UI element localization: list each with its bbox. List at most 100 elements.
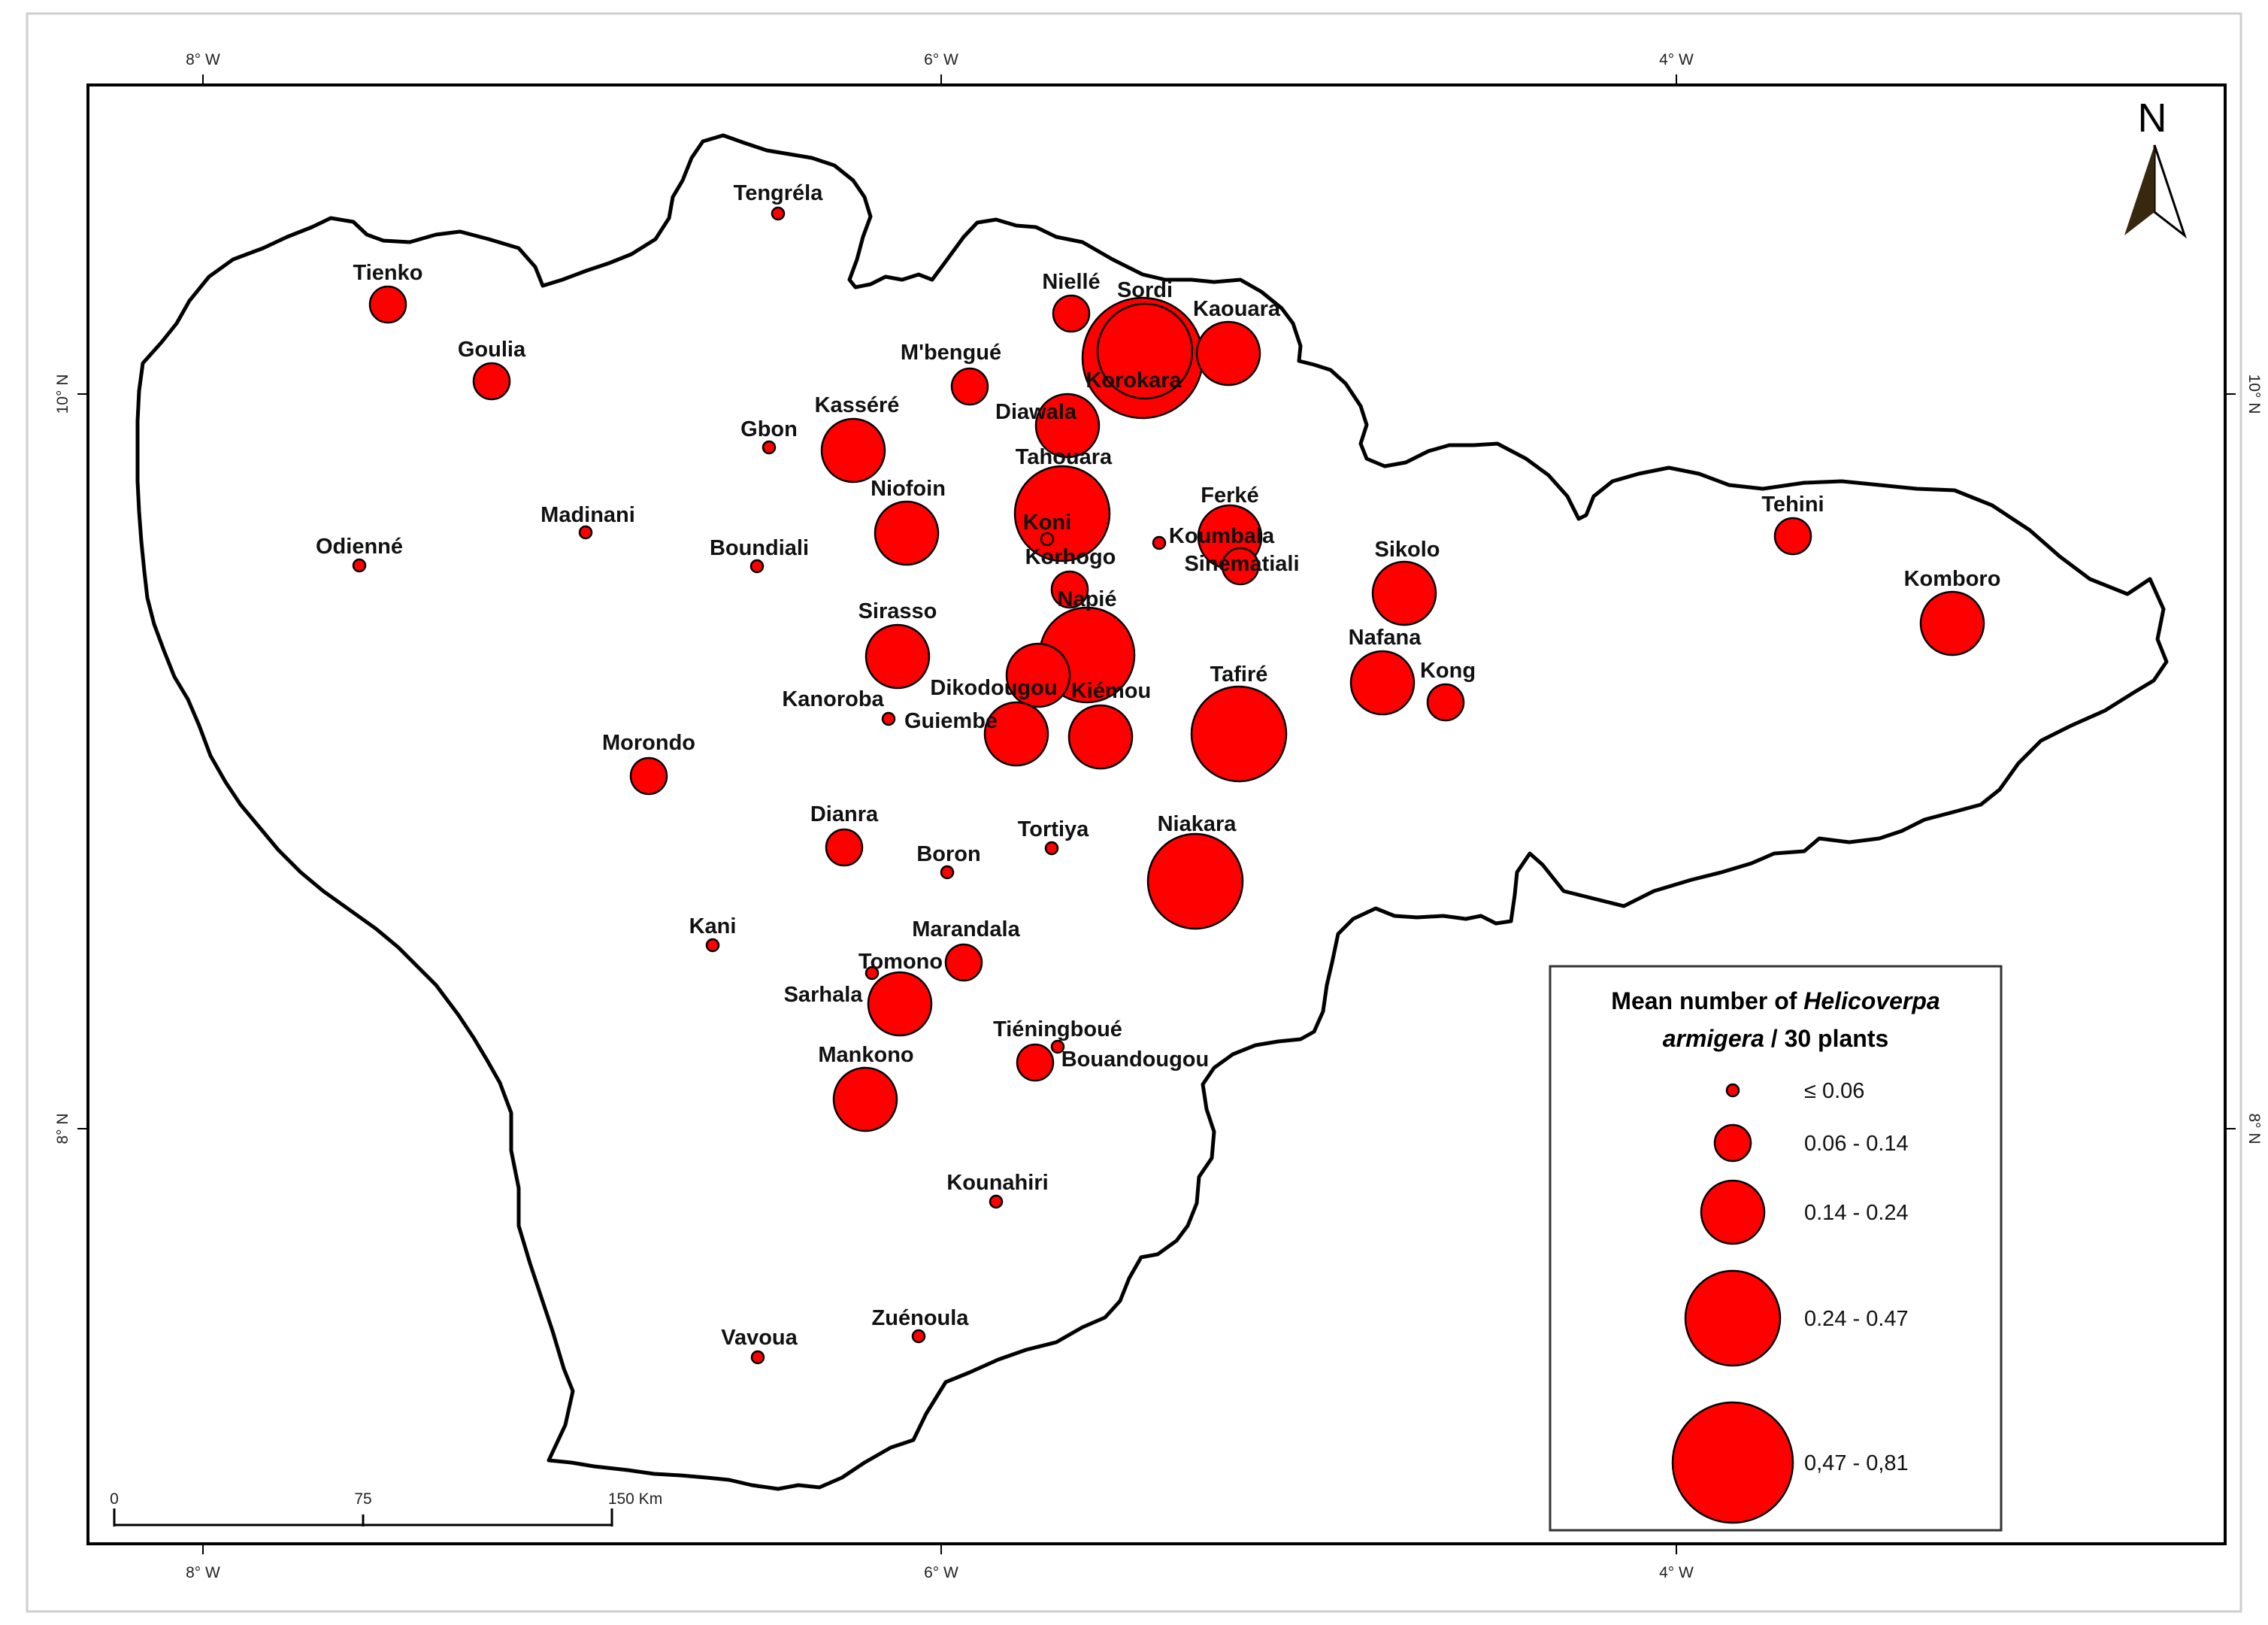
locality-symbol-kong <box>1426 683 1465 722</box>
locality-label-guiembe: Guiembé <box>904 709 998 733</box>
locality-symbol-kanoroba <box>881 711 896 726</box>
locality-label-sordi: Sordi <box>1117 278 1173 302</box>
locality-symbol-nielle <box>1052 294 1091 333</box>
locality-label-tahouara: Tahouara <box>1016 445 1113 469</box>
legend-label-class-1: ≤ 0.06 <box>1804 1079 1864 1103</box>
locality-label-kiemou: Kiémou <box>1071 679 1151 703</box>
locality-label-korhogo: Korhogo <box>1025 545 1116 569</box>
legend-symbol-class-3 <box>1700 1179 1766 1245</box>
locality-label-komboro: Komboro <box>1904 567 2001 591</box>
lat-label-right: 10° N <box>2245 374 2263 414</box>
locality-symbol-koni <box>1040 532 1055 547</box>
locality-symbol-m-bengue <box>950 367 989 406</box>
locality-label-boron: Boron <box>916 842 980 866</box>
legend-symbol-class-5 <box>1671 1401 1794 1524</box>
locality-label-koumbala: Koumbala <box>1169 524 1275 548</box>
legend-symbol-class-4 <box>1684 1269 1782 1367</box>
locality-label-diawala: Diawala <box>995 400 1077 424</box>
locality-symbol-tengrela <box>771 206 786 221</box>
locality-label-bouandougou: Bouandougou <box>1061 1047 1210 1072</box>
locality-symbol-sordi <box>1096 302 1194 400</box>
locality-symbol-kassere <box>820 417 886 484</box>
locality-symbol-bouandougou <box>1016 1043 1055 1082</box>
locality-label-dikodougou: Dikodougou <box>930 676 1057 700</box>
lon-label-bottom: 8° W <box>186 1564 220 1581</box>
locality-label-gbon: Gbon <box>740 417 798 441</box>
legend: Mean number of Helicoverpa armigera / 30… <box>1549 965 2003 1532</box>
locality-label-morondo: Morondo <box>602 731 695 755</box>
locality-label-kounahiri: Kounahiri <box>946 1171 1048 1195</box>
locality-label-tafire: Tafiré <box>1210 662 1268 687</box>
locality-symbol-zuenoula <box>911 1329 926 1344</box>
locality-symbol-nafana <box>1349 650 1416 716</box>
legend-label-class-4: 0.24 - 0.47 <box>1804 1307 1909 1331</box>
scale-bar-label-75: 75 <box>354 1490 371 1508</box>
locality-label-ferke: Ferké <box>1201 484 1258 508</box>
locality-symbol-goulia <box>472 362 511 401</box>
locality-label-tienko: Tienko <box>353 261 423 285</box>
locality-symbol-dikodougou <box>1005 642 1071 708</box>
locality-symbol-guiembe <box>983 701 1049 767</box>
locality-symbol-niakara <box>1146 832 1244 930</box>
locality-symbol-kaouara <box>1195 320 1261 387</box>
locality-label-tehini: Tehini <box>1761 493 1824 517</box>
locality-label-dianra: Dianra <box>810 802 879 826</box>
locality-symbol-gbon <box>762 440 777 455</box>
north-arrow-icon: N <box>2124 95 2187 239</box>
locality-symbol-dianra <box>825 828 864 867</box>
locality-label-madinani: Madinani <box>541 503 635 527</box>
legend-label-class-5: 0,47 - 0,81 <box>1804 1451 1909 1475</box>
locality-label-sikolo: Sikolo <box>1374 538 1440 562</box>
locality-label-tortiya: Tortiya <box>1018 817 1089 841</box>
legend-symbol-class-1 <box>1725 1083 1740 1098</box>
lon-label-bottom: 4° W <box>1659 1564 1694 1581</box>
locality-symbol-kani <box>705 938 720 953</box>
legend-label-class-2: 0.06 - 0.14 <box>1804 1132 1909 1156</box>
locality-symbol-korhogo <box>1050 570 1089 609</box>
scale-bar-label-150: 150 Km <box>608 1490 662 1508</box>
locality-label-napie: Napié <box>1058 587 1117 611</box>
locality-symbol-sarhala <box>867 971 933 1037</box>
locality-label-tomono: Tomono <box>858 950 943 974</box>
locality-symbol-mankono <box>832 1066 898 1132</box>
lat-label-right: 8° N <box>2245 1113 2263 1144</box>
lat-label-left: 10° N <box>54 374 71 414</box>
locality-label-koni: Koni <box>1023 511 1071 535</box>
locality-label-nielle: Niellé <box>1042 270 1100 294</box>
locality-label-boundiali: Boundiali <box>710 536 809 560</box>
scale-bar: 0 75 150 Km <box>110 1490 662 1526</box>
locality-symbol-boundiali <box>749 559 765 574</box>
locality-symbol-tahouara <box>1013 465 1111 562</box>
locality-label-kassere: Kasséré <box>815 393 900 417</box>
locality-label-kanoroba: Kanoroba <box>782 687 884 711</box>
lat-label-left: 8° N <box>54 1113 71 1144</box>
locality-label-kaouara: Kaouara <box>1193 297 1281 321</box>
study-area-boundary <box>135 133 2169 1491</box>
locality-label-niofoin: Niofoin <box>871 477 946 501</box>
locality-label-niakara: Niakara <box>1158 812 1237 836</box>
locality-symbol-marandala <box>944 943 983 982</box>
locality-symbol-sirasso <box>865 623 931 690</box>
locality-label-sinematiali: Sinématiali <box>1184 552 1299 576</box>
locality-symbol-madinani <box>578 525 593 540</box>
lon-label-top: 8° W <box>186 51 220 68</box>
locality-label-mankono: Mankono <box>818 1043 913 1067</box>
locality-label-kong: Kong <box>1420 659 1476 683</box>
locality-label-tieningboue: Tiéningboué <box>993 1017 1122 1041</box>
legend-label-class-3: 0.14 - 0.24 <box>1804 1201 1909 1225</box>
legend-symbol-class-2 <box>1713 1123 1752 1163</box>
locality-symbol-odienne <box>352 558 367 573</box>
scale-bar-label-0: 0 <box>110 1490 119 1508</box>
locality-label-tengrela: Tengréla <box>734 181 824 205</box>
locality-label-marandala: Marandala <box>912 917 1020 941</box>
locality-label-kani: Kani <box>689 914 737 938</box>
north-arrow-label: N <box>2138 95 2167 141</box>
lon-label-top: 6° W <box>924 51 958 68</box>
locality-label-goulia: Goulia <box>458 338 526 362</box>
legend-title-line1: Mean number of Helicoverpa <box>1611 987 1939 1014</box>
lon-label-bottom: 6° W <box>924 1564 958 1581</box>
locality-label-sarhala: Sarhala <box>784 983 864 1007</box>
locality-symbol-boron <box>940 865 955 880</box>
locality-label-vavoua: Vavoua <box>721 1326 798 1350</box>
locality-symbol-tienko <box>368 285 407 324</box>
